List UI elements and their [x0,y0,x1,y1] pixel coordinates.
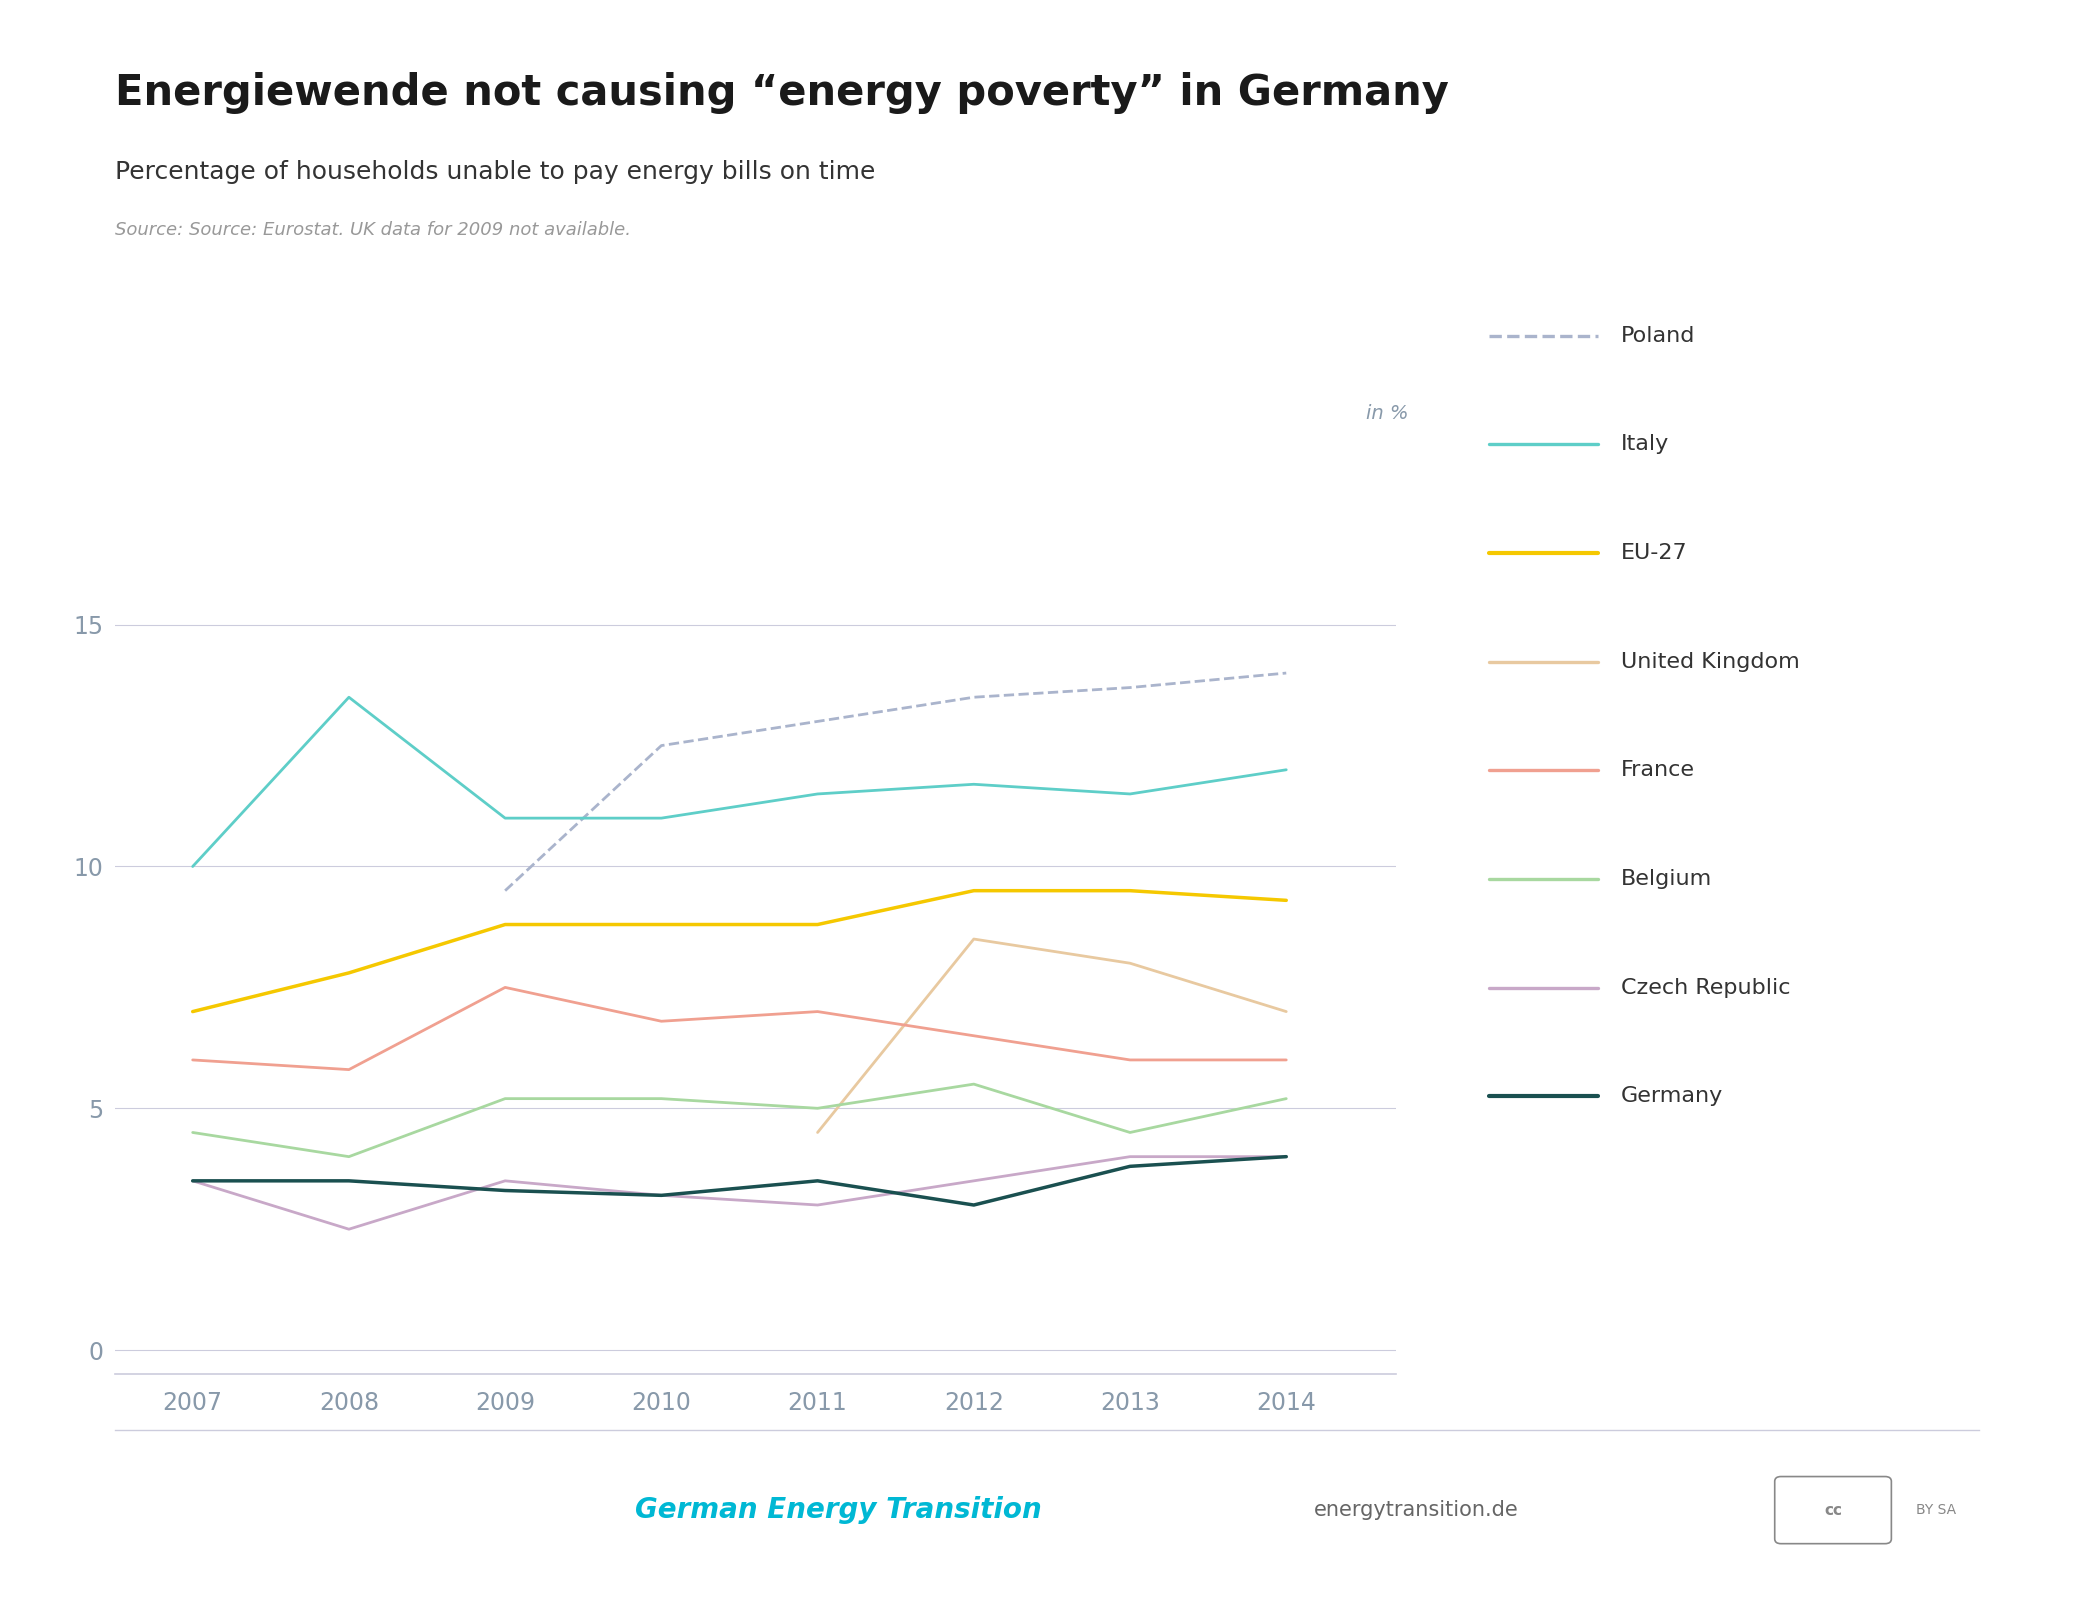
Text: EU-27: EU-27 [1621,543,1687,562]
Text: energytransition.de: energytransition.de [1314,1501,1519,1520]
Text: Germany: Germany [1621,1087,1723,1106]
Text: cc: cc [1825,1502,1841,1518]
Text: Percentage of households unable to pay energy bills on time: Percentage of households unable to pay e… [115,160,875,184]
Text: France: France [1621,761,1696,780]
Text: United Kingdom: United Kingdom [1621,652,1800,671]
Text: Italy: Italy [1621,435,1668,454]
Text: BY SA: BY SA [1916,1504,1956,1517]
Text: Belgium: Belgium [1621,869,1712,888]
Text: Source: Source: Eurostat. UK data for 2009 not available.: Source: Source: Eurostat. UK data for 20… [115,221,631,238]
Text: Poland: Poland [1621,326,1696,345]
Text: German Energy Transition: German Energy Transition [635,1496,1042,1524]
Text: Energiewende not causing “energy poverty” in Germany: Energiewende not causing “energy poverty… [115,72,1448,113]
Text: in %: in % [1366,404,1408,423]
Text: Czech Republic: Czech Republic [1621,978,1789,997]
